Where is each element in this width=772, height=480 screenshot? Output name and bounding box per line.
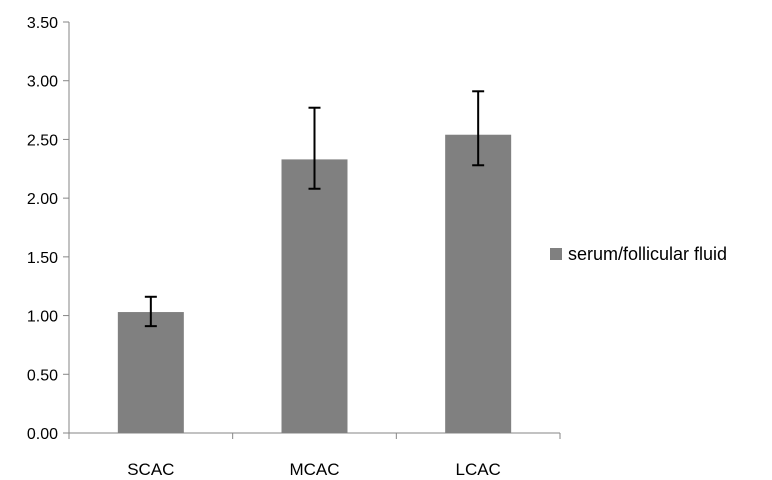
y-tick-label: 2.00 bbox=[27, 191, 58, 208]
y-tick-label: 2.50 bbox=[27, 132, 58, 149]
x-tick-label: MCAC bbox=[289, 460, 339, 479]
legend-swatch bbox=[550, 248, 562, 260]
y-tick-label: 3.50 bbox=[27, 15, 58, 32]
y-tick-label: 3.00 bbox=[27, 74, 58, 91]
y-tick-label: 0.00 bbox=[27, 426, 58, 443]
x-axis: SCAC MCAC LCAC bbox=[68, 432, 561, 479]
legend-label: serum/follicular fluid bbox=[568, 244, 727, 264]
y-axis: 0.00 0.50 1.00 1.50 2.00 2.50 3.00 3.50 bbox=[27, 15, 70, 443]
x-tick-label: LCAC bbox=[455, 460, 500, 479]
bars bbox=[117, 134, 512, 434]
y-tick-label: 1.00 bbox=[27, 309, 58, 326]
x-tick-label: SCAC bbox=[127, 460, 174, 479]
legend: serum/follicular fluid bbox=[550, 244, 727, 264]
error-bars bbox=[144, 90, 485, 328]
y-tick-label: 1.50 bbox=[27, 250, 58, 267]
y-tick-label: 0.50 bbox=[27, 367, 58, 384]
bar bbox=[445, 134, 512, 433]
bar bbox=[281, 159, 348, 434]
bar bbox=[117, 312, 184, 433]
